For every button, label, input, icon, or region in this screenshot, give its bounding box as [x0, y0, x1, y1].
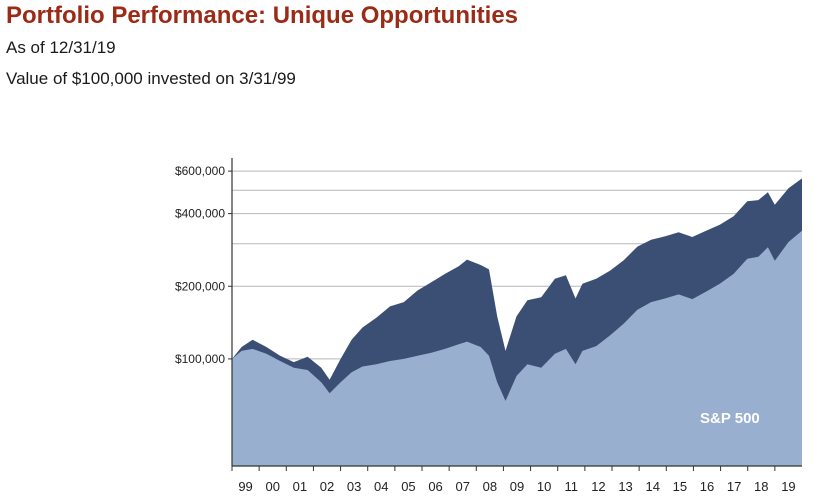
sp500-area [232, 230, 802, 466]
x-tick-label: 05 [401, 479, 415, 494]
x-tick-label: 11 [565, 479, 579, 494]
x-tick-label: 08 [483, 479, 497, 494]
x-tick-label: 02 [320, 479, 334, 494]
x-tick-label: 13 [618, 479, 632, 494]
y-tick-label: $100,000 [175, 352, 225, 366]
x-tick-label: 10 [537, 479, 551, 494]
x-tick-label: 01 [293, 479, 307, 494]
x-tick-label: 03 [347, 479, 361, 494]
x-tick-label: 14 [645, 479, 659, 494]
x-tick-label: 00 [265, 479, 279, 494]
x-tick-label: 06 [428, 479, 442, 494]
x-axis-ticks: 99 00 01 02 03 04 05 06 07 08 09 10 11 12 13 14 15 16 17 18… [231, 466, 796, 494]
y-axis-ticks: $100,000 $200,000 $400,000 $600,000 [175, 164, 232, 366]
x-tick-label: 19 [781, 479, 795, 494]
as-of-date: As of 12/31/19 [6, 38, 116, 57]
chart-title: Portfolio Performance: Unique Opportunit… [6, 2, 519, 29]
y-tick-label: $200,000 [175, 279, 225, 293]
x-tick-label: 12 [591, 479, 605, 494]
x-tick-label: 04 [374, 479, 388, 494]
x-tick-label: 07 [455, 479, 469, 494]
x-tick-label: 18 [754, 479, 768, 494]
y-tick-label: $600,000 [175, 164, 225, 178]
sp500-label: S&P 500 [700, 410, 760, 427]
x-tick-label: 09 [510, 479, 524, 494]
x-tick-label: 99 [238, 479, 252, 494]
investment-description: Value of $100,000 invested on 3/31/99 [6, 69, 296, 88]
x-tick-label: 16 [700, 479, 714, 494]
x-tick-label: 15 [673, 479, 687, 494]
x-tick-label: 17 [727, 479, 741, 494]
y-tick-label: $400,000 [175, 207, 225, 221]
